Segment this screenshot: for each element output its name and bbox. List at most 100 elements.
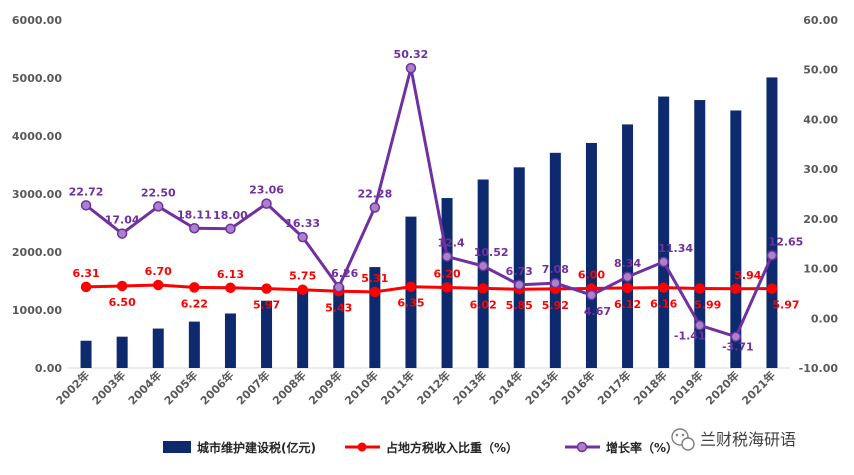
x-tick-label: 2018年 xyxy=(630,368,669,407)
data-point xyxy=(297,231,308,243)
data-label: 22.50 xyxy=(141,186,176,199)
legend-purple-marker xyxy=(576,441,588,453)
data-label: 6.26 xyxy=(331,267,358,280)
bar xyxy=(333,285,345,368)
data-point xyxy=(189,282,200,293)
x-tick-label: 2004年 xyxy=(125,368,164,407)
data-label: 6.22 xyxy=(181,297,208,310)
data-label: 7.08 xyxy=(542,263,569,276)
x-tick-label: 2007年 xyxy=(233,368,272,407)
x-tick-label: 2014年 xyxy=(486,368,525,407)
bar xyxy=(513,167,525,368)
y-right-tick-label: 60.00 xyxy=(803,14,838,27)
bar xyxy=(369,267,381,368)
data-point xyxy=(694,320,705,331)
x-tick-label: 2021年 xyxy=(739,368,778,407)
legend: 城市维护建设税(亿元) 占地方税收入比重（%） 增长率（%） xyxy=(163,440,678,455)
data-point xyxy=(622,282,633,294)
data-point xyxy=(116,280,128,292)
data-point xyxy=(80,200,92,211)
data-point xyxy=(730,283,742,295)
bar xyxy=(116,336,128,368)
data-point xyxy=(550,277,561,289)
data-point xyxy=(297,284,308,295)
bar xyxy=(261,300,273,368)
data-label: 22.72 xyxy=(69,185,104,198)
data-label: 5.85 xyxy=(506,299,533,312)
data-label: 4.67 xyxy=(584,305,611,318)
data-point xyxy=(441,251,453,262)
data-point xyxy=(225,282,236,294)
watermark: 兰财税海研语 xyxy=(671,428,796,451)
y-left-tick-label: 5000.00 xyxy=(12,72,62,85)
data-label: 5.97 xyxy=(253,299,280,312)
data-point xyxy=(116,228,128,239)
bar xyxy=(80,340,92,368)
y-right-axis: -10.00 0.00 10.00 20.00 30.00 40.00 50.00 60.00 xyxy=(799,14,839,375)
x-tick-label: 2008年 xyxy=(269,368,308,407)
data-point xyxy=(694,283,705,294)
data-label: 8.34 xyxy=(614,257,641,270)
bar xyxy=(152,328,164,368)
ratio-line-series: 6.31 6.50 6.70 6.22 6.13 5.97 5.75 5.43 5.31 6.35… xyxy=(72,265,799,314)
data-label: 18.11 xyxy=(177,208,212,221)
data-point xyxy=(658,256,669,268)
bar xyxy=(405,216,417,368)
y-left-axis: 0.00 1000.00 2000.00 3000.00 4000.00 5000.00 6… xyxy=(12,14,62,375)
x-tick-label: 2009年 xyxy=(306,368,345,407)
y-left-tick-label: 2000.00 xyxy=(12,246,62,259)
bar xyxy=(549,152,561,368)
data-label: 5.92 xyxy=(542,299,569,312)
bar xyxy=(585,142,597,368)
data-label: 6.35 xyxy=(397,297,424,310)
data-point xyxy=(369,286,381,298)
bar xyxy=(694,100,706,368)
y-right-tick-label: 40.00 xyxy=(803,113,838,126)
data-point xyxy=(477,283,489,294)
y-left-tick-label: 1000.00 xyxy=(12,304,62,317)
legend-red-marker xyxy=(357,442,367,452)
legend-bar-swatch xyxy=(163,441,191,453)
x-tick-label: 2011年 xyxy=(378,368,417,407)
bar xyxy=(622,124,634,369)
data-label: 5.99 xyxy=(694,299,721,312)
watermark-text: 兰财税海研语 xyxy=(700,430,796,449)
y-right-tick-label: 0.00 xyxy=(811,312,838,325)
data-point xyxy=(80,281,92,293)
data-point xyxy=(441,282,453,293)
data-point xyxy=(405,62,417,74)
data-label: 23.06 xyxy=(249,184,284,197)
y-right-tick-label: 10.00 xyxy=(803,263,838,276)
x-tick-label: 2020年 xyxy=(703,368,742,407)
data-label: 6.02 xyxy=(470,298,497,311)
data-label: 6.31 xyxy=(72,267,99,280)
x-tick-label: 2012年 xyxy=(414,368,453,407)
bar xyxy=(297,290,309,368)
data-point xyxy=(766,283,778,294)
data-label: 5.43 xyxy=(325,301,352,314)
data-point xyxy=(153,279,164,291)
data-point xyxy=(766,250,778,261)
y-left-tick-label: 3000.00 xyxy=(12,188,62,201)
bar xyxy=(477,179,489,368)
bar xyxy=(658,96,670,368)
data-point xyxy=(153,201,164,212)
data-label: -1.41 xyxy=(674,329,706,342)
bar xyxy=(224,313,236,368)
x-tick-label: 2017年 xyxy=(594,368,633,407)
data-point xyxy=(189,223,200,234)
data-label: 5.75 xyxy=(289,270,316,283)
x-tick-label: 2016年 xyxy=(558,368,597,407)
data-label: 10.52 xyxy=(474,246,509,259)
data-label: 5.94 xyxy=(734,269,761,282)
y-right-tick-label: 50.00 xyxy=(803,64,838,77)
y-right-tick-label: 30.00 xyxy=(803,163,838,176)
data-label: 16.33 xyxy=(285,217,320,230)
series-line xyxy=(85,66,774,339)
x-tick-label: 2010年 xyxy=(342,368,381,407)
y-right-tick-label: 20.00 xyxy=(803,213,838,226)
data-point xyxy=(514,279,525,291)
y-right-tick-label: -10.00 xyxy=(799,362,839,375)
